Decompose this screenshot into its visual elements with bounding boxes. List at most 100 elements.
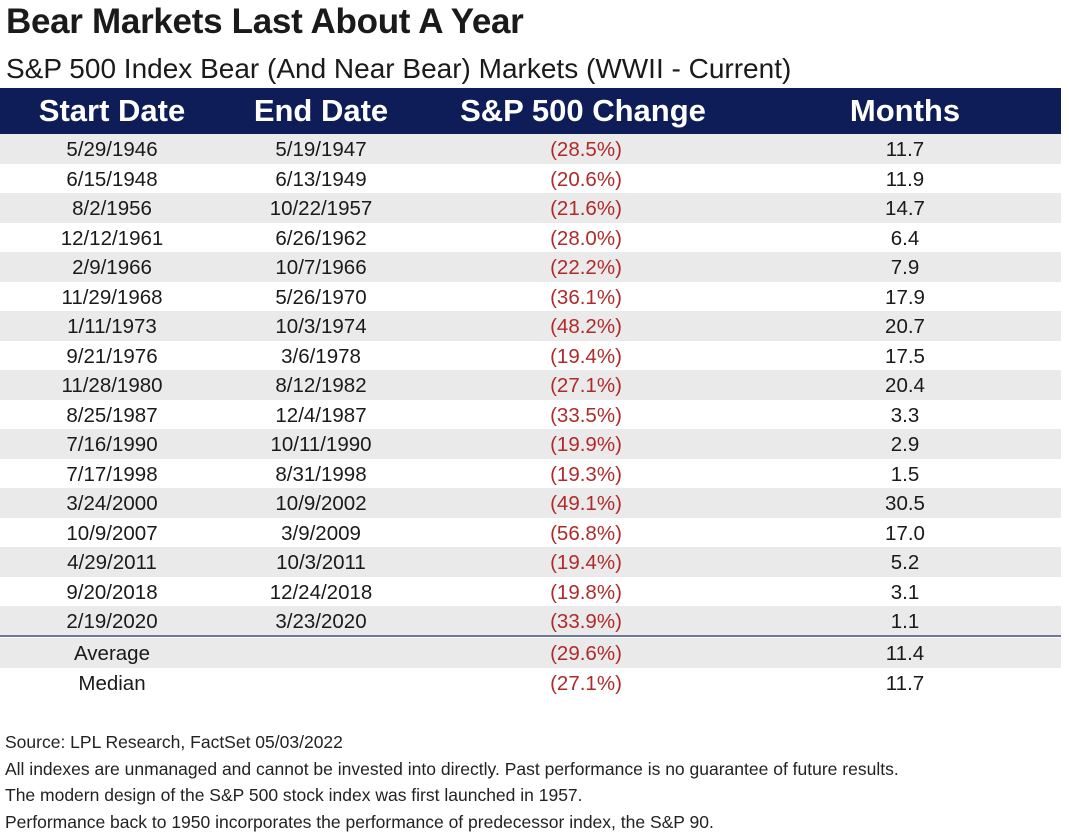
summary-label: Average — [74, 642, 150, 665]
cell-sp500-change: (33.5%) — [550, 403, 622, 427]
cell-start-date: 4/29/2011 — [67, 551, 157, 574]
table-row: 3/24/2000 10/9/2002 (49.1%) 30.5 — [0, 488, 1061, 518]
cell-sp500-change: (28.0%) — [550, 226, 622, 250]
cell-months: 6.4 — [890, 226, 920, 250]
column-header-months: Months — [849, 93, 961, 128]
cell-start-date: 2/9/1966 — [72, 256, 152, 279]
cell-months: 1.5 — [890, 462, 920, 486]
cell-sp500-change: (48.2%) — [550, 315, 622, 338]
cell-end-date: 10/7/1966 — [275, 256, 367, 279]
cell-start-date: 11/29/1968 — [61, 285, 163, 309]
cell-end-date: 12/4/1987 — [275, 403, 367, 427]
cell-end-date: 8/12/1982 — [275, 374, 367, 397]
cell-sp500-change: (19.4%) — [550, 551, 622, 574]
cell-start-date: 7/16/1990 — [66, 433, 158, 456]
cell-months: 20.7 — [885, 315, 925, 338]
summary-label: Median — [78, 671, 146, 695]
cell-months: 17.0 — [885, 521, 925, 545]
cell-start-date: 3/24/2000 — [66, 492, 158, 515]
table-row: 7/16/1990 10/11/1990 (19.9%) 2.9 — [0, 429, 1061, 459]
cell-sp500-change: (19.4%) — [550, 344, 622, 368]
table-row: 5/29/1946 5/19/1947 (28.5%) 11.7 — [0, 134, 1061, 164]
cell-start-date: 12/12/1961 — [60, 226, 164, 250]
cell-start-date: 5/29/1946 — [66, 138, 158, 161]
cell-end-date: 5/19/1947 — [275, 138, 367, 161]
cell-months: 14.7 — [885, 197, 925, 220]
cell-sp500-change: (19.3%) — [550, 462, 622, 486]
cell-end-date: 8/31/1998 — [275, 462, 367, 486]
column-header-start-date: Start Date — [38, 93, 186, 128]
cell-start-date: 8/25/1987 — [66, 403, 158, 427]
cell-months: 17.9 — [885, 285, 925, 309]
cell-sp500-change: (29.6%) — [550, 642, 622, 665]
table-row: 10/9/2007 3/9/2009 (56.8%) 17.0 — [0, 518, 1061, 548]
cell-end-date: 5/26/1970 — [275, 285, 367, 309]
cell-months: 17.5 — [885, 344, 925, 368]
page-title: Bear Markets Last About A Year — [6, 2, 524, 41]
table-row: 11/28/1980 8/12/1982 (27.1%) 20.4 — [0, 370, 1061, 400]
cell-start-date: 1/11/1973 — [67, 315, 157, 338]
cell-start-date: 11/28/1980 — [61, 374, 163, 397]
table-summary: Average (29.6%) 11.4 Median (27.1%) 11.7 — [0, 638, 1061, 697]
cell-start-date: 7/17/1998 — [66, 462, 158, 486]
table-row: 9/20/2018 12/24/2018 (19.8%) 3.1 — [0, 577, 1061, 607]
cell-start-date: 6/15/1948 — [66, 167, 158, 191]
cell-end-date: 10/11/1990 — [270, 433, 372, 456]
table-row: 8/25/1987 12/4/1987 (33.5%) 3.3 — [0, 400, 1061, 430]
footnotes: Source: LPL Research, FactSet 05/03/2022… — [5, 729, 899, 835]
summary-row: Average (29.6%) 11.4 — [0, 638, 1061, 668]
cell-sp500-change: (21.6%) — [550, 197, 622, 220]
cell-months: 11.7 — [885, 138, 925, 161]
source-note: Source: LPL Research, FactSet 05/03/2022 — [5, 732, 343, 752]
cell-end-date: 12/24/2018 — [269, 580, 373, 604]
cell-sp500-change: (19.9%) — [550, 433, 622, 456]
cell-months: 7.9 — [890, 256, 920, 279]
table-row: 7/17/1998 8/31/1998 (19.3%) 1.5 — [0, 459, 1061, 489]
cell-sp500-change: (27.1%) — [550, 374, 622, 397]
disclaimer-note: The modern design of the S&P 500 stock i… — [5, 785, 583, 805]
cell-months: 11.4 — [885, 642, 925, 665]
cell-end-date: 10/9/2002 — [275, 492, 367, 515]
cell-end-date: 10/3/2011 — [276, 551, 366, 574]
table-row: 4/29/2011 10/3/2011 (19.4%) 5.2 — [0, 547, 1061, 577]
table-row: 8/2/1956 10/22/1957 (21.6%) 14.7 — [0, 193, 1061, 223]
cell-months: 2.9 — [890, 433, 920, 456]
cell-end-date: 10/22/1957 — [269, 197, 373, 220]
cell-sp500-change: (27.1%) — [550, 671, 622, 695]
column-header-sp500-change: S&P 500 Change — [460, 93, 706, 128]
cell-months: 30.5 — [885, 492, 925, 515]
cell-start-date: 2/19/2020 — [66, 610, 158, 633]
cell-months: 5.2 — [890, 551, 920, 574]
disclaimer-note: All indexes are unmanaged and cannot be … — [5, 758, 899, 779]
cell-sp500-change: (19.8%) — [550, 580, 622, 604]
cell-months: 1.1 — [890, 610, 920, 633]
column-header-end-date: End Date — [253, 93, 389, 128]
cell-end-date: 3/23/2020 — [275, 610, 367, 633]
table-row: 2/19/2020 3/23/2020 (33.9%) 1.1 — [0, 606, 1061, 636]
table-divider — [0, 635, 1061, 637]
table-row: 9/21/1976 3/6/1978 (19.4%) 17.5 — [0, 341, 1061, 371]
table-row: 1/11/1973 10/3/1974 (48.2%) 20.7 — [0, 311, 1061, 341]
cell-sp500-change: (20.6%) — [550, 167, 622, 191]
cell-sp500-change: (56.8%) — [550, 521, 622, 545]
summary-row: Median (27.1%) 11.7 — [0, 668, 1061, 698]
cell-end-date: 6/13/1949 — [275, 167, 367, 191]
cell-sp500-change: (49.1%) — [550, 492, 622, 515]
cell-end-date: 6/26/1962 — [275, 226, 367, 250]
table-row: 12/12/1961 6/26/1962 (28.0%) 6.4 — [0, 223, 1061, 253]
cell-months: 11.7 — [885, 671, 925, 695]
table-header: Start Date End Date S&P 500 Change Month… — [0, 88, 1061, 134]
cell-start-date: 10/9/2007 — [66, 521, 158, 545]
cell-end-date: 3/6/1978 — [281, 344, 361, 368]
cell-months: 3.3 — [890, 403, 920, 427]
table-body: 5/29/1946 5/19/1947 (28.5%) 11.7 6/15/1948 6/… — [0, 134, 1061, 636]
cell-months: 11.9 — [885, 167, 925, 191]
table-row: 6/15/1948 6/13/1949 (20.6%) 11.9 — [0, 164, 1061, 194]
cell-months: 20.4 — [885, 374, 925, 397]
cell-sp500-change: (33.9%) — [550, 610, 622, 633]
cell-sp500-change: (22.2%) — [550, 256, 622, 279]
cell-start-date: 9/21/1976 — [66, 344, 158, 368]
cell-sp500-change: (28.5%) — [550, 138, 622, 161]
cell-end-date: 3/9/2009 — [281, 521, 361, 545]
cell-start-date: 9/20/2018 — [66, 580, 158, 604]
